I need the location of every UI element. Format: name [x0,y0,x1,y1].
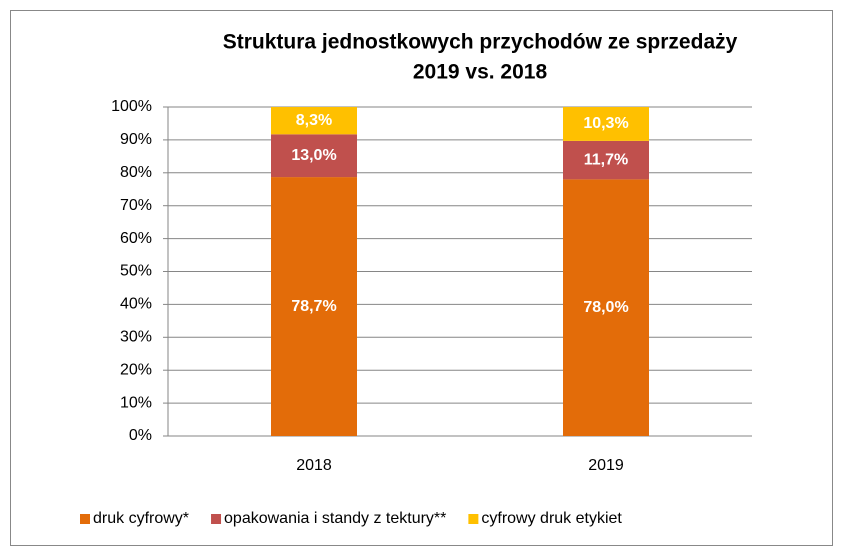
bar-segment [271,107,357,135]
bar-segment [563,107,649,141]
y-tick-label: 90% [120,131,152,148]
bar-segment [271,134,357,178]
y-tick-label: 30% [120,329,152,346]
legend-label: opakowania i standy z tektury** [224,510,446,527]
x-tick-label: 2018 [296,457,332,474]
legend-label: cyfrowy druk etykiet [481,510,622,527]
data-label: 78,0% [583,299,628,316]
data-label: 10,3% [583,115,628,132]
y-tick-label: 10% [120,394,152,411]
bar-segment [563,140,649,180]
bar-segment [563,179,649,436]
y-tick-label: 40% [120,296,152,313]
legend-label: druk cyfrowy* [93,510,189,527]
data-label: 11,7% [584,151,628,168]
bar-segment [271,177,357,436]
y-tick-label: 100% [111,98,152,115]
y-tick-label: 70% [120,197,152,214]
data-label: 78,7% [291,298,336,315]
data-label: 13,0% [291,147,336,164]
legend-swatch [211,514,222,524]
y-tick-label: 0% [129,427,152,444]
y-tick-label: 60% [120,230,152,247]
chart-subtitle: 2019 vs. 2018 [413,61,548,84]
legend-swatch [468,514,479,524]
y-tick-label: 20% [120,361,152,378]
y-tick-label: 80% [120,164,152,181]
chart-title: Struktura jednostkowych przychodów ze sp… [223,31,738,54]
legend-swatch [80,514,90,524]
x-tick-label: 2019 [588,457,624,474]
y-tick-label: 50% [120,263,152,280]
chart-frame [10,10,833,546]
data-label: 8,3% [296,112,332,129]
